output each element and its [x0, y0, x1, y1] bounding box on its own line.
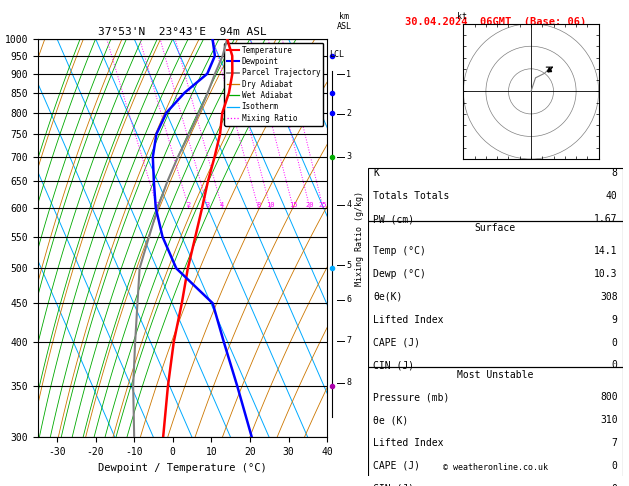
- Text: Dewp (°C): Dewp (°C): [373, 269, 426, 279]
- Text: 8: 8: [346, 378, 351, 387]
- Text: θe (K): θe (K): [373, 415, 408, 425]
- Text: 20: 20: [306, 202, 314, 208]
- Text: Lifted Index: Lifted Index: [373, 314, 443, 325]
- Text: 40: 40: [606, 191, 618, 201]
- Text: Totals Totals: Totals Totals: [373, 191, 450, 201]
- Text: 10: 10: [266, 202, 275, 208]
- Bar: [368, 168, 623, 221]
- Text: 308: 308: [600, 292, 618, 302]
- Text: 2: 2: [187, 202, 191, 208]
- Text: Mixing Ratio (g/kg): Mixing Ratio (g/kg): [355, 191, 364, 286]
- Text: 310: 310: [600, 415, 618, 425]
- Text: Surface: Surface: [475, 223, 516, 233]
- Text: 1.67: 1.67: [594, 214, 618, 224]
- Text: K: K: [373, 168, 379, 178]
- Text: 9: 9: [612, 314, 618, 325]
- Text: 1: 1: [155, 202, 160, 208]
- Text: Most Unstable: Most Unstable: [457, 369, 533, 380]
- Text: CAPE (J): CAPE (J): [373, 337, 420, 347]
- Text: 1: 1: [346, 70, 351, 79]
- Legend: Temperature, Dewpoint, Parcel Trajectory, Dry Adiabat, Wet Adiabat, Isotherm, Mi: Temperature, Dewpoint, Parcel Trajectory…: [224, 43, 323, 125]
- Text: 0: 0: [612, 337, 618, 347]
- Text: 2: 2: [346, 109, 351, 118]
- Text: CIN (J): CIN (J): [373, 361, 414, 370]
- Text: © weatheronline.co.uk: © weatheronline.co.uk: [443, 463, 548, 471]
- Title: 37°53'N  23°43'E  94m ASL: 37°53'N 23°43'E 94m ASL: [98, 27, 267, 37]
- X-axis label: Dewpoint / Temperature (°C): Dewpoint / Temperature (°C): [98, 463, 267, 473]
- Text: 0: 0: [612, 484, 618, 486]
- Text: 3: 3: [206, 202, 210, 208]
- Text: 4: 4: [346, 200, 351, 209]
- Text: 8: 8: [256, 202, 260, 208]
- Text: Lifted Index: Lifted Index: [373, 438, 443, 448]
- Text: 4: 4: [220, 202, 225, 208]
- Text: 6: 6: [346, 295, 351, 304]
- Text: 7: 7: [346, 336, 351, 345]
- Text: 7: 7: [612, 438, 618, 448]
- Bar: [368, 221, 623, 367]
- Text: LCL: LCL: [329, 50, 344, 59]
- Text: kt: kt: [457, 12, 467, 21]
- Text: 800: 800: [600, 392, 618, 402]
- Text: 8: 8: [612, 168, 618, 178]
- Text: Pressure (mb): Pressure (mb): [373, 392, 450, 402]
- Text: 10.3: 10.3: [594, 269, 618, 279]
- Bar: [368, 367, 623, 486]
- Text: km
ASL: km ASL: [337, 12, 352, 31]
- Text: 0: 0: [612, 461, 618, 471]
- Text: 14.1: 14.1: [594, 246, 618, 256]
- Text: 0: 0: [612, 361, 618, 370]
- Text: Temp (°C): Temp (°C): [373, 246, 426, 256]
- Text: CIN (J): CIN (J): [373, 484, 414, 486]
- Y-axis label: hPa: hPa: [0, 228, 2, 248]
- Text: 15: 15: [289, 202, 298, 208]
- Text: CAPE (J): CAPE (J): [373, 461, 420, 471]
- Text: PW (cm): PW (cm): [373, 214, 414, 224]
- Text: θe(K): θe(K): [373, 292, 403, 302]
- Text: 25: 25: [319, 202, 327, 208]
- Text: 30.04.2024  06GMT  (Base: 06): 30.04.2024 06GMT (Base: 06): [404, 17, 586, 27]
- Text: 5: 5: [346, 260, 351, 270]
- Text: 3: 3: [346, 153, 351, 161]
